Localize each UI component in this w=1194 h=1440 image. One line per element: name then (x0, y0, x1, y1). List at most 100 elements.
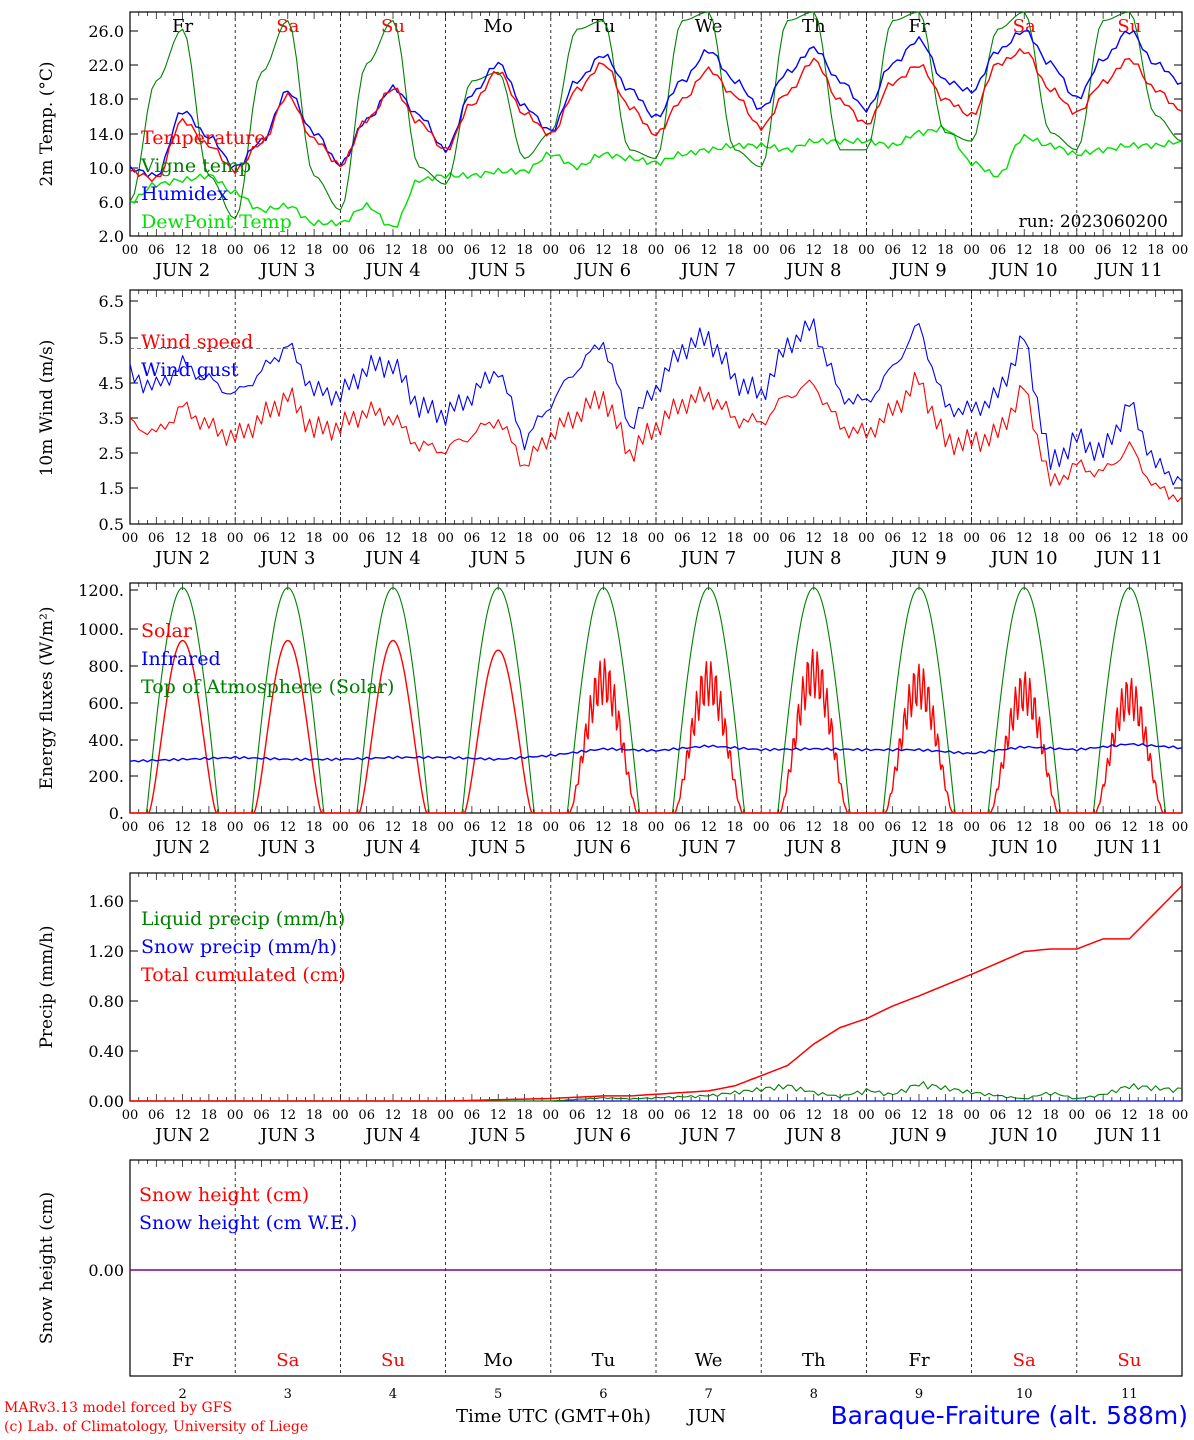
y-axis-label: Energy fluxes (W/m²) (37, 607, 57, 790)
legend-label: Snow height (cm W.E.) (139, 1212, 357, 1234)
legend-label: Infrared (141, 648, 221, 670)
date-label: JUN 6 (574, 260, 631, 281)
date-label: JUN 8 (784, 837, 841, 858)
hour-tick-label: 12 (280, 820, 297, 835)
weekday-label: Fr (172, 1350, 193, 1371)
legend-label: DewPoint Temp (141, 211, 292, 233)
hour-tick-label: 12 (1016, 243, 1033, 258)
date-label: JUN 4 (363, 1125, 420, 1146)
hour-tick-label: 00 (858, 1108, 875, 1123)
hour-tick-label: 18 (201, 531, 218, 546)
date-label: JUN 6 (574, 548, 631, 569)
day-number-label: 4 (389, 1387, 397, 1402)
series-line-humidex (129, 30, 1183, 178)
hour-tick-label: 18 (411, 531, 428, 546)
date-label: JUN 8 (784, 1125, 841, 1146)
hour-tick-label: 06 (990, 820, 1007, 835)
hour-tick-label: 00 (332, 820, 349, 835)
hour-tick-label: 12 (700, 820, 717, 835)
y-tick-label: 2.0 (99, 227, 124, 246)
date-label: JUN 3 (258, 548, 315, 569)
day-number-label: 6 (599, 1387, 607, 1402)
hour-tick-label: 06 (884, 243, 901, 258)
date-label: JUN 3 (258, 1125, 315, 1146)
date-label: JUN 10 (989, 1125, 1058, 1146)
hour-tick-label: 00 (1172, 820, 1189, 835)
date-label: JUN 6 (574, 837, 631, 858)
hour-tick-label: 18 (516, 1108, 533, 1123)
hour-tick-label: 18 (832, 820, 849, 835)
legend-label: Solar (141, 620, 193, 642)
y-tick-label: 26.0 (88, 22, 124, 41)
hour-tick-label: 00 (543, 1108, 560, 1123)
hour-tick-label: 18 (937, 531, 954, 546)
date-label: JUN 8 (784, 260, 841, 281)
hour-tick-label: 06 (464, 1108, 481, 1123)
hour-tick-label: 18 (727, 243, 744, 258)
hour-tick-label: 06 (148, 1108, 165, 1123)
panel-flux: 0. 200. 400. 600. 800. 1000. 1200. Energy fluxe… (37, 581, 1188, 858)
hour-tick-label: 00 (858, 820, 875, 835)
date-label: JUN 5 (469, 837, 526, 858)
weekday-label: Th (802, 1350, 826, 1371)
series-line-total-cumulated-cm- (130, 885, 1183, 1102)
y-tick-label: 3.5 (99, 409, 124, 428)
hour-tick-label: 12 (806, 820, 823, 835)
hour-tick-label: 06 (779, 243, 796, 258)
hour-tick-label: 00 (1069, 820, 1086, 835)
hour-tick-label: 06 (358, 1108, 375, 1123)
hour-tick-label: 12 (911, 820, 928, 835)
hour-tick-label: 12 (490, 820, 507, 835)
y-tick-label: 0.00 (88, 1261, 124, 1280)
hour-tick-label: 06 (674, 1108, 691, 1123)
hour-tick-label: 00 (963, 243, 980, 258)
hour-tick-label: 18 (937, 243, 954, 258)
hour-tick-label: 18 (1147, 243, 1164, 258)
weekday-label: Sa (1013, 1350, 1036, 1371)
legend-label: Wind speed (141, 331, 253, 353)
hour-tick-label: 18 (1147, 820, 1164, 835)
hour-tick-label: 12 (1016, 531, 1033, 546)
hour-tick-label: 00 (753, 243, 770, 258)
y-tick-label: 1000. (78, 620, 124, 639)
date-label: JUN 10 (989, 548, 1058, 569)
hour-tick-label: 12 (595, 243, 612, 258)
panel-temp: 2.0 6.0 10.0 14.0 18.0 22.0 26.0 2m Temp. (°C) 0… (37, 11, 1189, 281)
y-tick-label: 0.80 (88, 992, 124, 1011)
hour-tick-label: 06 (253, 243, 270, 258)
legend-label: Temperature (141, 127, 265, 149)
hour-tick-label: 00 (1069, 1108, 1086, 1123)
day-number-label: 8 (810, 1387, 818, 1402)
day-number-label: 3 (284, 1387, 292, 1402)
day-number-label: 10 (1016, 1387, 1033, 1402)
weekday-label: Fr (908, 1350, 929, 1371)
hour-tick-label: 06 (1095, 243, 1112, 258)
y-tick-label: 0.40 (88, 1042, 124, 1061)
lab-credit: (c) Lab. of Climatology, University of L… (4, 1419, 309, 1435)
hour-tick-label: 18 (937, 820, 954, 835)
hour-tick-label: 12 (385, 1108, 402, 1123)
hour-tick-label: 00 (332, 1108, 349, 1123)
hour-tick-label: 12 (1016, 820, 1033, 835)
hour-tick-label: 00 (543, 243, 560, 258)
legend-label: Liquid precip (mm/h) (141, 908, 345, 930)
hour-tick-label: 12 (490, 243, 507, 258)
y-tick-label: 0. (109, 804, 124, 823)
hour-tick-label: 18 (1042, 243, 1059, 258)
date-label: JUN 4 (363, 837, 420, 858)
weekday-label: We (695, 1350, 723, 1371)
hour-tick-label: 00 (437, 531, 454, 546)
day-number-label: 7 (704, 1387, 712, 1402)
hour-tick-label: 06 (464, 243, 481, 258)
weekday-label: Fr (172, 16, 193, 37)
hour-tick-label: 06 (1095, 531, 1112, 546)
day-number-label: 5 (494, 1387, 502, 1402)
hour-tick-label: 00 (122, 531, 139, 546)
hour-tick-label: 12 (1121, 243, 1138, 258)
date-label: JUN 3 (258, 260, 315, 281)
hour-tick-label: 18 (411, 243, 428, 258)
hour-tick-label: 18 (1042, 1108, 1059, 1123)
hour-tick-label: 00 (1172, 243, 1189, 258)
hour-tick-label: 12 (280, 243, 297, 258)
